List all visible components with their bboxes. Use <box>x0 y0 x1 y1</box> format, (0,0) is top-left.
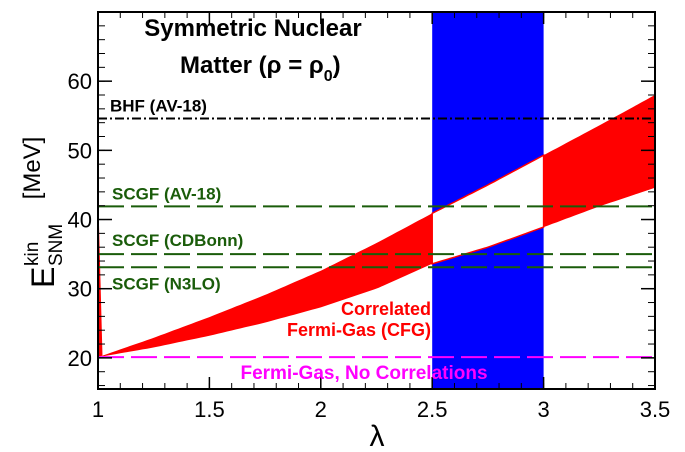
title-close: ) <box>333 52 341 79</box>
title-prefix: Matter ( <box>180 52 267 79</box>
x-tick-label: 2 <box>315 397 327 422</box>
y-axis-label: E kin SNM <box>22 224 67 288</box>
label-fermi-gas: Fermi-Gas, No Correlations <box>240 363 487 384</box>
chart-title-line1: Symmetric Nuclear <box>144 15 361 42</box>
x-tick-label: 3 <box>537 397 549 422</box>
label-scgf-cdbonn: SCGF (CDBonn) <box>112 231 243 250</box>
label-cfg-line1: Correlated <box>341 299 431 319</box>
y-tick-label: 60 <box>68 69 92 94</box>
label-scgf-n3lo: SCGF (N3LO) <box>112 274 221 293</box>
y-axis-label-sup: kin <box>22 242 43 266</box>
chart-title-line2: Matter (ρ = ρ0) <box>180 52 341 85</box>
cfg-band-left <box>98 187 433 358</box>
label-scgf-av18: SCGF (AV-18) <box>112 184 221 203</box>
y-tick-label: 40 <box>68 208 92 233</box>
y-axis-unit: [MeV] <box>19 137 46 200</box>
plot-frame <box>97 11 656 390</box>
title-rho: ρ <box>267 52 282 79</box>
y-tick-label: 30 <box>68 277 92 302</box>
title-rho0: ρ <box>309 52 324 79</box>
title-eq: = <box>282 52 309 79</box>
x-tick-label: 1.5 <box>194 397 225 422</box>
x-axis-label: λ <box>370 420 385 452</box>
x-tick-label: 3.5 <box>640 397 671 422</box>
label-cfg-line2: Fermi-Gas (CFG) <box>287 320 431 340</box>
label-bhf: BHF (AV-18) <box>110 97 207 116</box>
y-tick-label: 20 <box>68 346 92 371</box>
x-tick-label: 1 <box>92 397 104 422</box>
y-axis-label-main: E <box>25 267 61 288</box>
y-tick-label: 50 <box>68 138 92 163</box>
y-axis-unit-text: [MeV] <box>19 137 46 200</box>
y-axis-label-sub: SNM <box>46 224 67 266</box>
x-tick-label: 2.5 <box>417 397 448 422</box>
title-sub0: 0 <box>324 68 333 85</box>
cfg-band-right <box>543 95 655 228</box>
